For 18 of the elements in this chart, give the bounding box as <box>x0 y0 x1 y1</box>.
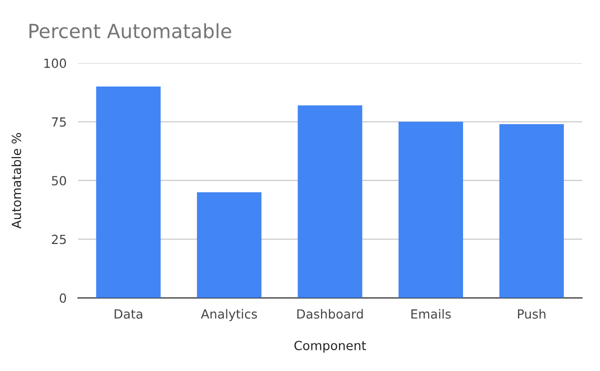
y-axis-title: Automatable % <box>11 132 22 229</box>
y-tick-label: 100 <box>44 58 66 68</box>
bar <box>298 105 362 298</box>
x-axis-title: Component <box>294 340 366 353</box>
bar <box>196 192 262 298</box>
y-tick-label: 50 <box>52 176 66 186</box>
bar <box>499 124 564 298</box>
bar <box>398 122 464 298</box>
x-tick-label: Emails <box>411 309 451 319</box>
y-tick-label: 0 <box>60 293 66 303</box>
chart-title: Percent Automatable <box>30 23 232 38</box>
bar <box>96 86 161 298</box>
x-tick-label: Dashboard <box>297 309 363 319</box>
y-tick-label: 25 <box>52 234 66 244</box>
x-tick-label: Push <box>518 309 546 319</box>
x-tick-label: Data <box>114 309 142 319</box>
y-tick-label: 75 <box>52 117 66 127</box>
x-tick-label: Analytics <box>200 309 257 322</box>
